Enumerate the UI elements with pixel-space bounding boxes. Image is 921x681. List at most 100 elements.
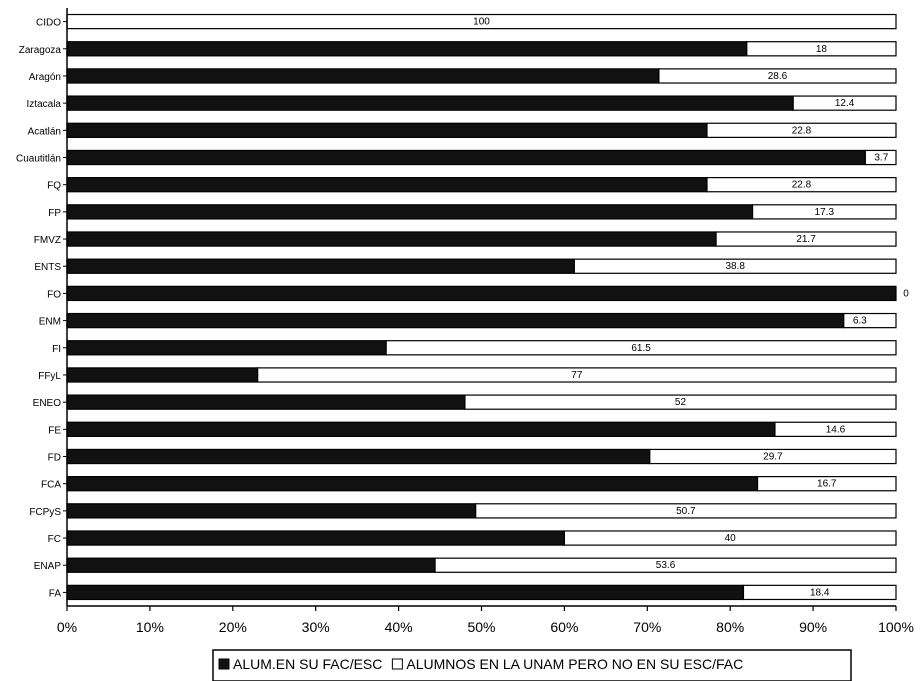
bar-segment-2 (563, 530, 897, 546)
x-tick-label: 10% (136, 619, 164, 635)
bar-segment-2 (706, 122, 897, 138)
category-label: CIDO (36, 18, 61, 29)
bar-segment-1 (66, 204, 754, 220)
data-label: 6.3 (853, 316, 867, 327)
data-label: 38.8 (725, 261, 745, 272)
bar-segment-1 (66, 285, 897, 302)
bar-segment-1 (66, 231, 717, 247)
bar-segment-1 (66, 340, 387, 356)
category-label: FA (49, 588, 62, 599)
category-label: Cuautitlán (16, 154, 61, 165)
category-label: FC (48, 534, 61, 545)
bar-segment-1 (66, 177, 708, 193)
bar-segment-2 (257, 367, 897, 383)
bar-segment-2 (434, 557, 897, 573)
x-tick-label: 20% (219, 619, 247, 635)
data-label: 22.8 (792, 125, 812, 136)
category-label: ENTS (34, 262, 61, 273)
data-label: 14.6 (826, 424, 846, 435)
category-label: FI (52, 344, 61, 355)
x-tick-label: 0% (57, 619, 77, 635)
category-label: FQ (47, 181, 61, 192)
category-label: FP (48, 208, 61, 219)
category-label: FO (47, 289, 61, 300)
bar-segment-2 (774, 421, 897, 437)
bar-segment-2 (706, 177, 897, 193)
bar-segment-2 (475, 503, 897, 519)
x-tick-label: 30% (302, 619, 330, 635)
bar-segment-1 (66, 394, 466, 410)
data-label: 50.7 (676, 506, 696, 517)
bar-segment-2 (843, 312, 897, 329)
data-label: 17.3 (815, 207, 835, 218)
bar-segment-2 (573, 258, 897, 274)
bar-segment-2 (864, 149, 897, 166)
data-label: 0 (903, 288, 909, 299)
bar-segment-1 (66, 530, 565, 546)
data-label: 21.7 (796, 234, 816, 245)
data-label: 22.8 (792, 180, 812, 191)
data-label: 61.5 (631, 343, 651, 354)
x-tick-label: 80% (716, 619, 744, 635)
legend-box (212, 649, 852, 681)
data-label: 77 (571, 370, 583, 381)
category-label: Acatlán (28, 126, 61, 137)
data-label: 52 (675, 397, 687, 408)
x-tick-label: 100% (878, 619, 914, 635)
category-label: FCPyS (29, 507, 61, 518)
bar-segment-1 (66, 584, 745, 601)
bar-segment-1 (66, 421, 776, 437)
category-label: ENEO (33, 398, 62, 409)
x-tick-label: 40% (385, 619, 413, 635)
bar-segment-1 (66, 41, 748, 57)
bar-segment-2 (751, 204, 897, 220)
bar-segment-1 (66, 367, 259, 383)
data-label: 53.6 (656, 560, 676, 571)
bar-segment-1 (66, 503, 477, 519)
bar-segment-1 (66, 122, 708, 138)
data-label: 3.7 (874, 153, 888, 164)
bar-segment-2 (715, 231, 897, 247)
bar-segment-1 (66, 476, 759, 492)
bar-segment-2 (742, 584, 897, 601)
legend-swatch-1 (218, 658, 230, 670)
data-label: 12.4 (835, 98, 855, 109)
x-tick-label: 90% (799, 619, 827, 635)
category-label: FMVZ (34, 235, 61, 246)
legend-label-1: ALUM.EN SU FAC/ESC (233, 656, 382, 672)
data-label: 28.6 (768, 71, 788, 82)
legend-label-2: ALUMNOS EN LA UNAM PERO NO EN SU ESC/FAC (406, 656, 743, 672)
category-label: FE (48, 425, 61, 436)
category-label: FFyL (38, 371, 61, 382)
bar-segment-1 (66, 95, 794, 111)
bar-segment-2 (464, 394, 897, 410)
bar-segment-2 (746, 41, 897, 57)
data-label: 18 (816, 44, 828, 55)
bar-segment-2 (658, 68, 897, 84)
data-label: 40 (725, 533, 737, 544)
category-label: Iztacala (27, 99, 62, 110)
data-label: 16.7 (817, 479, 837, 490)
data-label: 100 (473, 17, 490, 28)
bar-segment-2 (385, 340, 897, 356)
bar-segment-1 (66, 312, 845, 329)
bar-segment-1 (66, 258, 575, 274)
bar-segment-1 (66, 68, 660, 84)
bar-segment-1 (66, 448, 651, 465)
x-tick-label: 60% (550, 619, 578, 635)
bar-segment-2 (756, 476, 897, 492)
category-label: ENAP (34, 561, 62, 572)
bar-segment-2 (792, 95, 897, 111)
category-label: ENM (39, 317, 61, 328)
data-label: 29.7 (763, 452, 783, 463)
x-tick-label: 70% (633, 619, 661, 635)
category-label: FCA (41, 480, 61, 491)
legend-swatch-2 (391, 658, 403, 670)
bar-segment-1 (66, 149, 866, 166)
category-label: Zaragoza (19, 45, 62, 56)
bar-segment-1 (66, 557, 436, 573)
category-label: Aragón (29, 72, 61, 83)
bar-segment-2 (649, 448, 897, 465)
